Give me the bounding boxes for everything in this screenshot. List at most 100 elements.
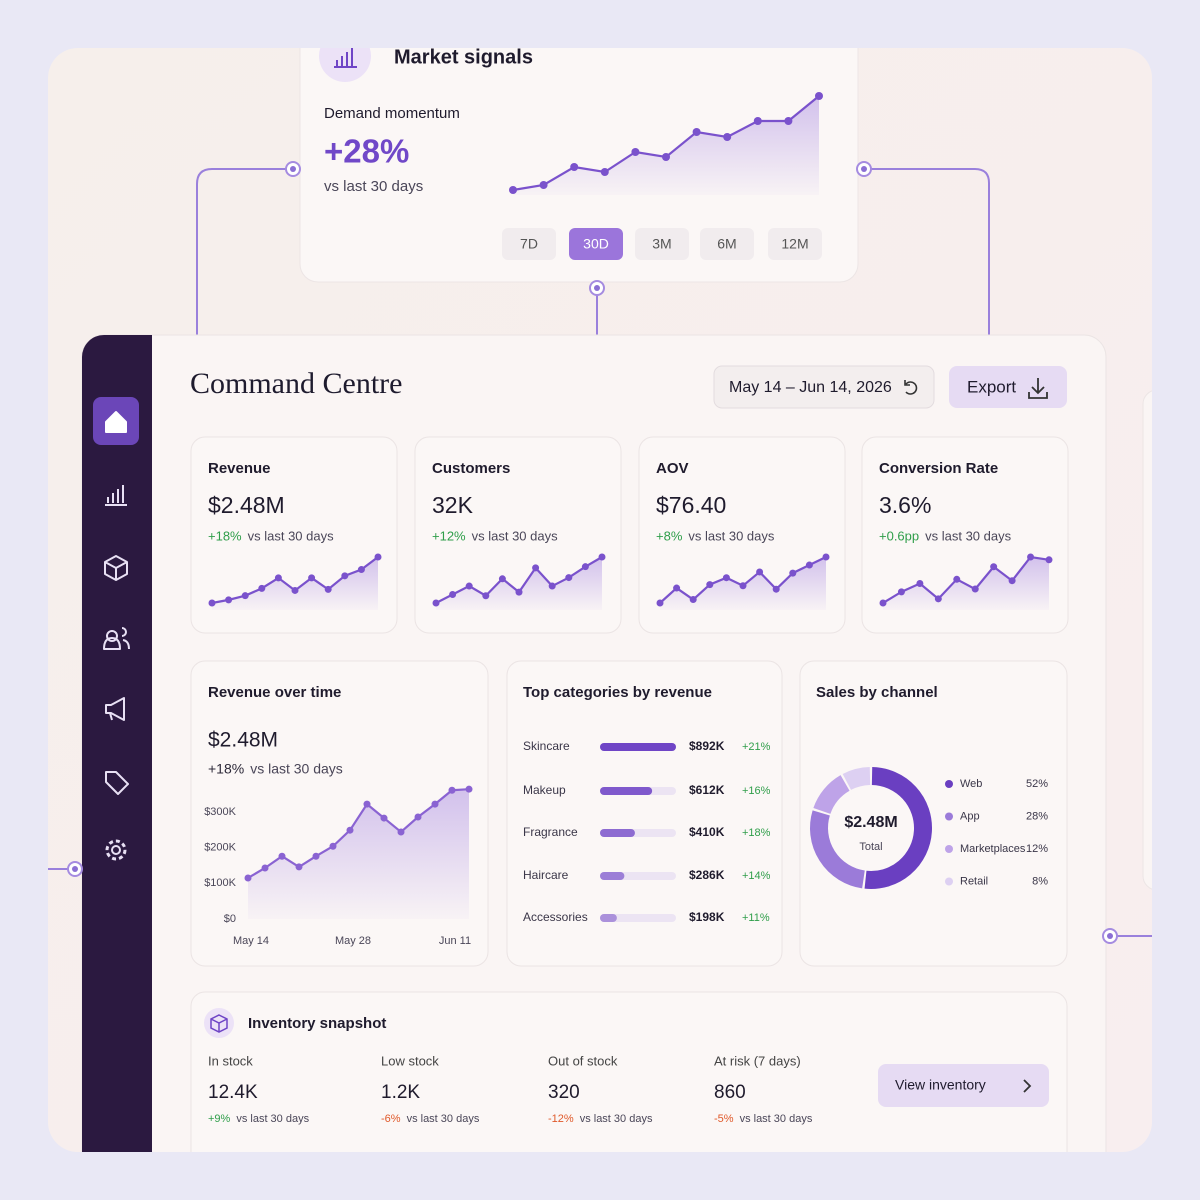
export-label[interactable]: Export (967, 377, 1016, 396)
donut-segment (810, 810, 866, 889)
trend-point (789, 569, 797, 577)
legend-label: Web (960, 778, 982, 790)
trend-point (548, 582, 556, 590)
trend-point (598, 553, 606, 561)
trend-point (739, 582, 747, 590)
range-label[interactable]: 7D (520, 236, 538, 252)
legend-label: Retail (960, 875, 988, 887)
trend-point (953, 575, 961, 583)
revenue-point (380, 814, 388, 822)
change: -12% (548, 1113, 574, 1125)
range-label[interactable]: 12M (781, 236, 808, 252)
range-button[interactable] (502, 228, 556, 260)
comparison: vs last 30 days (248, 528, 334, 543)
change-label: +11% (742, 912, 770, 924)
change: -6% (381, 1113, 401, 1125)
revenue-point (414, 813, 422, 821)
trend-point (662, 153, 670, 161)
revenue-point (363, 800, 371, 808)
legend-value: 12% (1026, 843, 1048, 855)
kpi-value: $2.48M (208, 492, 285, 518)
market-card (299, 48, 859, 283)
range-button[interactable] (700, 228, 754, 260)
trend-point (753, 117, 762, 125)
trend-point (324, 585, 332, 593)
nav-marketing[interactable] (105, 697, 125, 721)
donut-segment (864, 767, 932, 889)
trend-point (532, 564, 540, 572)
comparison: vs last 30 days (688, 528, 774, 543)
view-inventory-label[interactable]: View inventory (895, 1077, 986, 1093)
trend-point (1045, 556, 1053, 564)
kpi-value: $76.40 (656, 492, 726, 518)
trend-point (241, 592, 249, 600)
range-label[interactable]: 6M (717, 236, 736, 252)
revenue-point (397, 828, 405, 836)
trend-point (509, 186, 517, 194)
trend-point (341, 572, 349, 580)
nav-settings-core[interactable] (111, 845, 121, 855)
bar (600, 829, 635, 837)
y-tick-label: $0 (224, 913, 236, 925)
trend-point (357, 566, 365, 574)
change: +0.6pp (879, 528, 919, 543)
nav-settings[interactable] (105, 839, 127, 861)
kpi-label: Conversion Rate (879, 460, 998, 477)
legend-dot (945, 812, 953, 821)
y-tick-label: $100K (204, 877, 236, 889)
download-icon[interactable] (1028, 378, 1048, 399)
range-button[interactable] (635, 228, 689, 260)
trend-point (225, 596, 233, 604)
category-label: Accessories (523, 910, 588, 924)
trend-point (897, 588, 905, 596)
nav-customers[interactable] (103, 627, 130, 650)
trend-point (274, 574, 282, 582)
nav-home[interactable] (105, 411, 127, 433)
trend-point (600, 168, 609, 176)
range-label[interactable]: 3M (652, 236, 671, 252)
change-label: +16% (742, 785, 771, 797)
x-tick-label: May 28 (335, 935, 371, 947)
revenue-point (465, 785, 473, 793)
trend-point (581, 563, 589, 571)
comparison: vs last 30 days (580, 1113, 653, 1125)
comparison: vs last 30 days (472, 528, 558, 543)
connector-dot-core (290, 166, 296, 172)
trend-point (689, 596, 697, 604)
trend-point (374, 553, 382, 561)
card-title: Revenue over time (208, 684, 341, 701)
change: +12% (432, 528, 466, 543)
range-button[interactable] (569, 228, 623, 260)
trend-point (1027, 553, 1035, 561)
view-inventory-button[interactable] (878, 1064, 1049, 1107)
area-fill (660, 557, 826, 610)
inventory-value: 1.2K (381, 1082, 420, 1103)
range-label[interactable]: 30D (583, 236, 609, 252)
date-picker[interactable] (713, 365, 935, 409)
nav-analytics[interactable] (105, 485, 127, 506)
date-range[interactable]: May 14 – Jun 14, 2026 (729, 379, 892, 396)
trend-point (565, 574, 573, 582)
range-button[interactable] (768, 228, 822, 260)
refresh-icon[interactable] (904, 380, 918, 395)
nav-tags[interactable] (105, 771, 129, 795)
value-label: $612K (689, 783, 725, 797)
value-label: $286K (689, 868, 725, 882)
legend-dot (945, 845, 953, 853)
area-fill (436, 557, 602, 610)
connector (196, 168, 293, 335)
y-tick-label: $200K (204, 842, 236, 854)
chevron-icon[interactable] (1023, 1079, 1032, 1093)
trend-point (784, 117, 793, 125)
comparison: vs last 30 days (740, 1113, 813, 1125)
kpi-label: AOV (656, 460, 689, 477)
category-label: Haircare (523, 868, 569, 882)
revenue-point (278, 852, 286, 860)
trend-point (822, 553, 830, 561)
nav-products[interactable] (104, 555, 128, 581)
change-label: +14% (742, 870, 771, 882)
comparison: vs last 30 days (324, 178, 423, 195)
trend-point (879, 599, 887, 607)
inventory-label: At risk (7 days) (714, 1053, 801, 1068)
bar-track (600, 914, 676, 922)
